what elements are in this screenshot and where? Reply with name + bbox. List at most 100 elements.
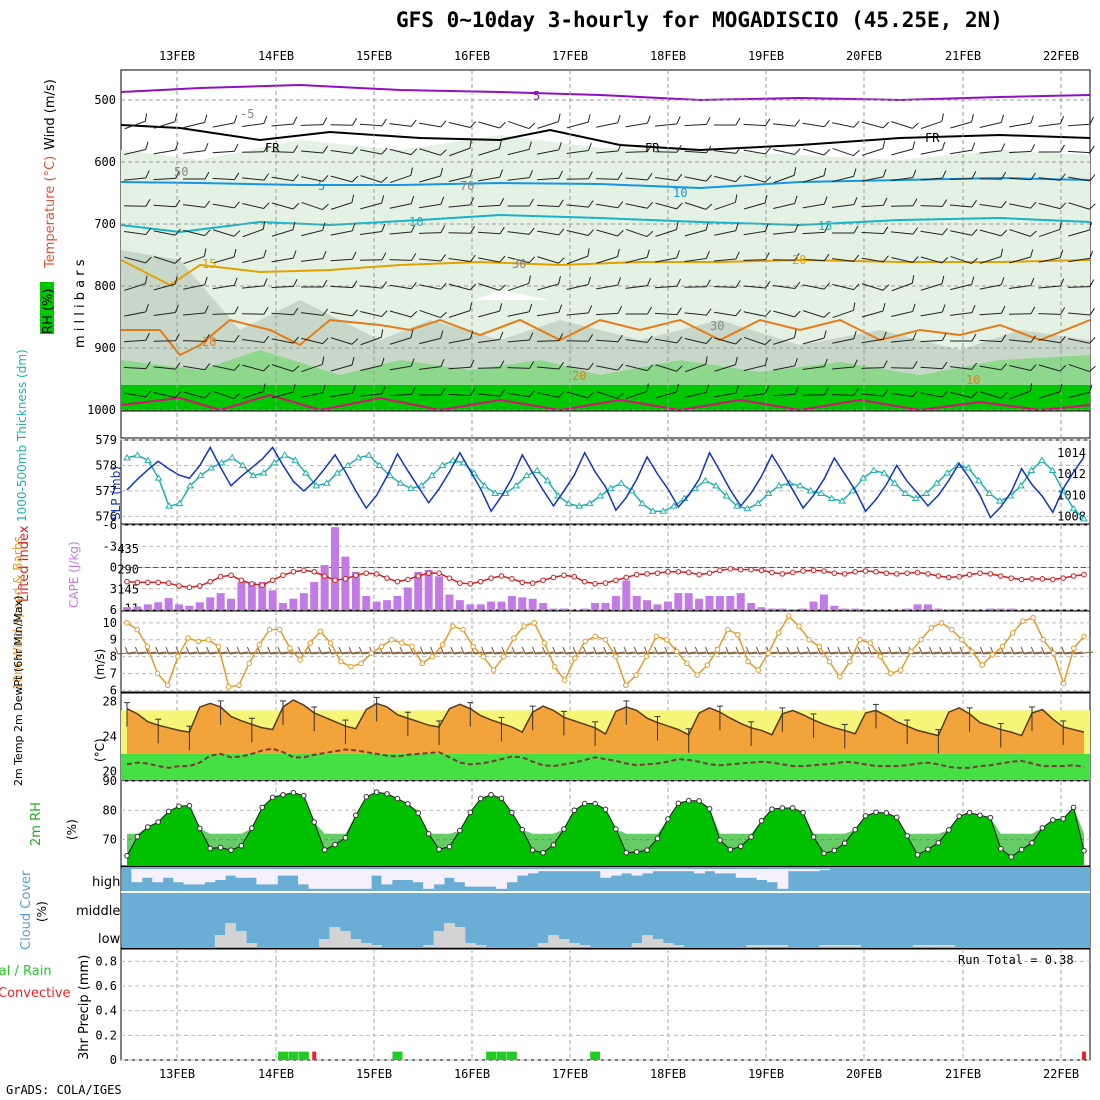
lifted-index-line-marker (945, 574, 952, 581)
surface-wind-barb-flag (277, 646, 282, 655)
barb-flag (765, 118, 771, 126)
wind-speed-line-marker (796, 623, 802, 629)
cape-bar (778, 608, 787, 610)
barb-shaft (477, 231, 501, 235)
wind-barb (360, 386, 386, 397)
rh-marker (862, 813, 869, 819)
barb-flag (1001, 172, 1007, 180)
surface-wind-barb-flag (450, 646, 455, 655)
wind-barb (684, 145, 712, 154)
precip-total-bar (496, 1051, 507, 1060)
rh-marker (477, 795, 484, 802)
lifted-index-line-marker (914, 569, 921, 576)
lifted-index-line-marker (748, 566, 754, 573)
wind-barb (655, 221, 679, 237)
barb-flag (705, 356, 708, 365)
wind-barb (832, 197, 858, 208)
barb-flag (144, 113, 148, 122)
barb-flag (764, 357, 768, 366)
barb-flag (706, 116, 711, 125)
barb-shaft (419, 175, 441, 183)
wind-barb (301, 356, 325, 373)
high-cloud-bar (652, 869, 664, 872)
surface-wind-barb-flag (389, 646, 394, 655)
barb-flag (823, 120, 830, 128)
wind-speed-line-marker (633, 672, 639, 678)
wind-barb (507, 141, 532, 156)
surface-wind-barb-flag (185, 646, 190, 655)
barb-shaft (625, 390, 648, 400)
wind-barb (537, 304, 563, 317)
cloud-background (122, 867, 1090, 948)
barb-flag (174, 391, 182, 398)
barb-shaft (802, 258, 825, 262)
wind-barb (861, 197, 888, 208)
barb-shaft (389, 310, 412, 318)
high-cloud-bar (454, 869, 466, 883)
wind-barb (1038, 364, 1067, 372)
rh-marker (748, 834, 754, 840)
lifted-index-line-marker (831, 570, 838, 576)
barb-shaft (714, 392, 736, 398)
barb-shaft (832, 283, 854, 291)
surface-wind-barb (352, 651, 371, 655)
barb-flag (174, 142, 179, 151)
barb-shaft (183, 391, 205, 399)
cape-bar (851, 608, 860, 610)
surface-wind-barb (891, 651, 910, 655)
barb-flag (794, 281, 801, 289)
barb-shaft (301, 392, 323, 398)
wind-barb (359, 118, 387, 127)
wind-speed-line-marker (724, 626, 731, 633)
contour-label: 20 (202, 335, 216, 349)
barb-flag (322, 146, 328, 154)
barb-shaft (1067, 286, 1091, 288)
barb-shaft (419, 337, 441, 345)
date-label-bottom: 18FEB (650, 1067, 686, 1081)
barb-shaft (242, 391, 264, 399)
barb-shaft (478, 338, 500, 344)
contour-label: 10 (966, 373, 980, 387)
rh2m-tick-label: 70 (103, 833, 117, 847)
rh-marker (1029, 840, 1035, 846)
barb-flag (911, 275, 915, 284)
wind-barb (271, 116, 298, 127)
barb-flag (410, 329, 414, 338)
isotherm-minus5 (121, 83, 1090, 102)
wind-speed-line-marker (215, 643, 222, 650)
thickness-line-marker (575, 502, 584, 509)
barb-flag (942, 332, 947, 341)
lifted-index-line-marker (353, 572, 359, 579)
wind-barb (271, 384, 296, 399)
barb-flag (971, 362, 978, 370)
wind-barb (891, 332, 917, 343)
barb-flag (705, 250, 710, 259)
surface-wind-barb-flag (246, 646, 251, 655)
wind-barb (714, 356, 738, 372)
wind-barb (920, 199, 948, 207)
thickness-line-marker (480, 481, 489, 489)
barb-flag (470, 226, 476, 234)
surface-wind-barb-flag (226, 646, 231, 655)
barb-shaft (684, 123, 707, 127)
rh-marker (925, 846, 931, 853)
barb-flag (1059, 202, 1067, 210)
cape-bar (414, 572, 423, 610)
high-cloud-bar (444, 869, 455, 878)
barb-flag (1059, 221, 1062, 230)
thickness-line-marker (848, 486, 857, 494)
barb-shaft (212, 229, 235, 237)
barb-flag (853, 168, 857, 177)
thickness-line-marker (238, 461, 247, 468)
surface-wind-barb (647, 651, 666, 655)
low-cloud-bar (569, 943, 580, 947)
barb-shaft (832, 147, 854, 157)
barb-shaft (537, 121, 559, 129)
wind-barb (242, 221, 266, 238)
barb-flag (469, 168, 474, 177)
wind-barb (743, 357, 768, 372)
wind-speed-line-marker (1050, 650, 1057, 656)
low-cloud-bar (558, 939, 570, 947)
barb-flag (1000, 363, 1007, 371)
